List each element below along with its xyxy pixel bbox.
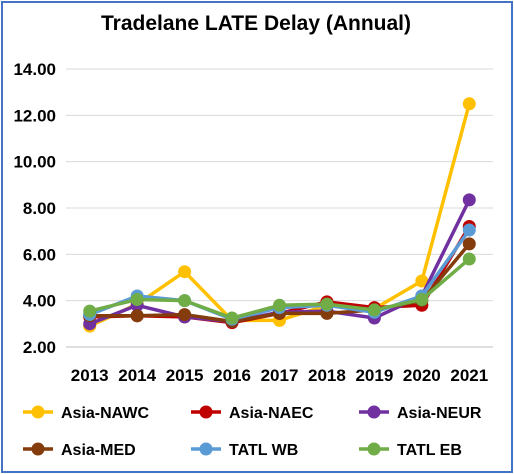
x-tick-label: 2016 (213, 366, 251, 385)
legend-label: Asia-NAWC (61, 405, 149, 422)
legend-marker (199, 442, 213, 456)
legend-item-tatl-wb: TATL WB (191, 442, 298, 459)
x-tick-label: 2021 (450, 366, 488, 385)
x-axis-ticks: 2013 2014 2015 2016 2017 2018 2019 2020 2021 (71, 366, 488, 385)
data-point-tatl-eb (415, 293, 429, 307)
y-tick-label: 8.00 (23, 199, 56, 218)
y-tick-label: 6.00 (23, 245, 56, 264)
data-point-tatl-eb (273, 298, 286, 312)
y-tick-label: 10.00 (13, 153, 56, 172)
legend-label: Asia-NEUR (397, 405, 482, 422)
x-tick-label: 2014 (118, 366, 156, 385)
data-point-tatl-eb (320, 297, 334, 311)
y-axis-ticks: 2.00 4.00 6.00 8.00 10.00 12.00 14.00 (13, 60, 56, 357)
series-tatl-eb (83, 252, 476, 325)
chart-title: Tradelane LATE Delay (Annual) (101, 12, 411, 35)
x-tick-label: 2020 (403, 366, 441, 385)
data-point-tatl-eb (83, 304, 97, 318)
legend-item-asia-nawc: Asia-NAWC (23, 405, 149, 422)
data-point-tatl-wb (462, 223, 476, 237)
data-point-asia-med (462, 237, 476, 251)
legend-marker (31, 442, 45, 456)
x-tick-label: 2019 (355, 366, 393, 385)
legend-label: TATL WB (229, 442, 298, 459)
y-tick-label: 12.00 (13, 106, 56, 125)
legend-marker (367, 405, 381, 419)
data-point-asia-nawc (178, 265, 192, 279)
legend-marker (199, 405, 213, 419)
y-tick-label: 2.00 (23, 338, 56, 357)
legend-item-asia-naec: Asia-NAEC (191, 405, 314, 422)
data-point-tatl-eb (225, 311, 239, 325)
legend-label: TATL EB (397, 442, 462, 459)
legend-item-asia-neur: Asia-NEUR (359, 405, 482, 422)
data-point-tatl-eb (367, 303, 381, 317)
data-point-asia-med (130, 309, 144, 323)
x-tick-label: 2017 (261, 366, 299, 385)
legend-marker (367, 442, 381, 456)
legend-item-asia-med: Asia-MED (23, 442, 136, 459)
data-point-asia-med (178, 308, 192, 322)
x-tick-label: 2015 (166, 366, 204, 385)
data-point-tatl-eb (178, 294, 192, 308)
y-tick-label: 14.00 (13, 60, 56, 79)
legend-marker (31, 405, 45, 419)
legend-label: Asia-NAEC (229, 405, 314, 422)
legend-item-tatl-eb: TATL EB (359, 442, 462, 459)
legend: Asia-NAWC Asia-NAEC Asia-NEUR Asia-MED TATL … (23, 405, 482, 459)
data-point-asia-neur (462, 193, 476, 207)
data-point-asia-nawc (462, 97, 476, 111)
series-line-asia-nawc (87, 102, 472, 328)
x-tick-label: 2013 (71, 366, 109, 385)
data-point-tatl-eb (462, 252, 476, 266)
legend-label: Asia-MED (61, 442, 136, 459)
data-point-tatl-eb (130, 293, 144, 307)
y-tick-label: 4.00 (23, 292, 56, 311)
series-layer (83, 97, 476, 333)
x-tick-label: 2018 (308, 366, 346, 385)
data-point-asia-nawc (415, 274, 429, 288)
line-chart: Tradelane LATE Delay (Annual) 2.00 4.00 6.… (13, 12, 493, 459)
